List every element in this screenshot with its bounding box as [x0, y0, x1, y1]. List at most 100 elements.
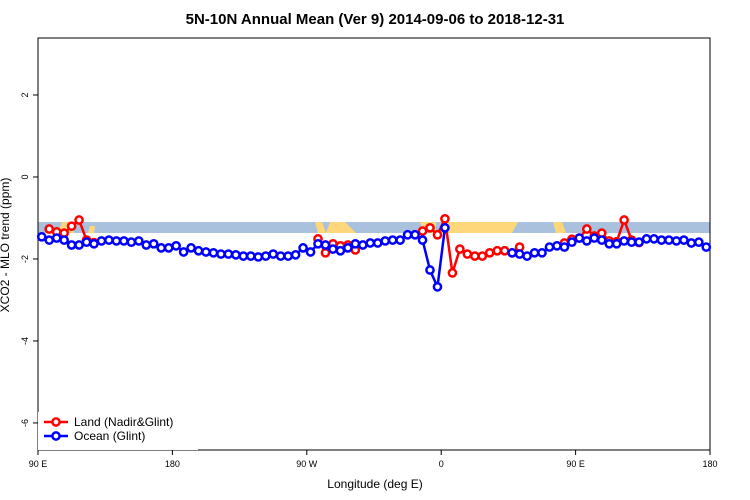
point: [664, 235, 674, 245]
point: [477, 251, 488, 261]
point: [522, 251, 532, 261]
point: [148, 238, 159, 249]
point: [604, 238, 615, 249]
point: [96, 236, 107, 246]
point: [163, 243, 174, 253]
point: [36, 231, 47, 242]
point: [671, 236, 682, 246]
point: [126, 237, 137, 248]
point: [74, 240, 84, 250]
point: [156, 243, 167, 253]
point: [634, 237, 644, 248]
x-tick-label: 180: [165, 459, 180, 469]
x-axis-label: Longitude (deg E): [327, 477, 422, 491]
point: [343, 243, 353, 253]
y-tick-label: 0: [20, 174, 30, 179]
point: [260, 251, 271, 261]
point: [447, 268, 458, 278]
point: [44, 235, 55, 245]
point: [357, 240, 368, 250]
point: [320, 247, 331, 258]
x-tick-label: 180: [702, 459, 717, 469]
point: [335, 245, 346, 256]
legend-label: Ocean (Glint): [74, 429, 145, 443]
y-tick-label: -6: [20, 419, 30, 427]
x-tick-label: 90 W: [296, 459, 318, 469]
point: [66, 221, 77, 232]
point: [51, 233, 62, 243]
point: [686, 238, 697, 248]
point: [611, 238, 622, 249]
point: [283, 251, 293, 261]
point: [59, 235, 69, 245]
point: [544, 242, 555, 252]
point: [208, 247, 219, 258]
point: [193, 245, 204, 256]
point: [529, 247, 540, 258]
point: [574, 233, 585, 243]
point: [186, 243, 196, 253]
point: [484, 247, 495, 258]
point: [514, 249, 525, 259]
point: [81, 237, 92, 248]
y-tick-label: 2: [20, 92, 30, 97]
x-tick-label: 90 E: [566, 459, 585, 469]
legend-label: Land (Nadir&Glint): [74, 415, 173, 429]
point: [66, 240, 77, 250]
point: [275, 251, 286, 261]
point: [111, 236, 122, 246]
point: [141, 240, 152, 250]
point: [231, 250, 241, 260]
point: [499, 245, 510, 256]
land-band: [326, 222, 356, 233]
point: [619, 236, 629, 246]
point: [581, 224, 592, 234]
point: [693, 237, 704, 248]
point: [440, 222, 450, 233]
point: [395, 235, 405, 245]
point: [417, 226, 428, 236]
point: [567, 237, 577, 248]
point: [216, 249, 226, 259]
point: [432, 229, 443, 240]
point: [268, 249, 279, 259]
land-mask-band: [38, 222, 710, 233]
legend-marker: [51, 431, 61, 441]
land-band: [88, 226, 95, 233]
point: [552, 240, 562, 251]
point: [462, 249, 473, 259]
point: [619, 215, 629, 225]
point: [387, 235, 398, 245]
point: [104, 235, 114, 245]
point: [119, 236, 129, 246]
point: [290, 250, 301, 260]
land-band: [446, 222, 518, 233]
point: [679, 235, 689, 245]
x-tick-label: 0: [439, 459, 444, 469]
point: [432, 281, 443, 292]
point: [313, 238, 323, 249]
point: [372, 238, 383, 248]
legend-box: [38, 412, 198, 450]
point: [425, 222, 435, 233]
point: [178, 247, 189, 257]
point: [365, 238, 376, 248]
point: [44, 224, 55, 234]
point: [425, 265, 435, 275]
point: [171, 240, 181, 251]
point: [492, 245, 503, 256]
point: [238, 251, 249, 261]
point: [559, 242, 570, 252]
ocean-band: [38, 222, 710, 233]
point: [507, 247, 517, 258]
point: [305, 247, 316, 257]
land-band: [553, 222, 566, 233]
legend-marker: [51, 417, 61, 427]
point: [581, 236, 592, 246]
y-tick-label: -4: [20, 337, 30, 345]
point: [245, 251, 256, 261]
y-axis-label: XCO2 - MLO trend (ppm): [0, 178, 12, 313]
chart-title: 5N-10N Annual Mean (Ver 9) 2014-09-06 to…: [186, 11, 565, 28]
point: [328, 244, 338, 254]
